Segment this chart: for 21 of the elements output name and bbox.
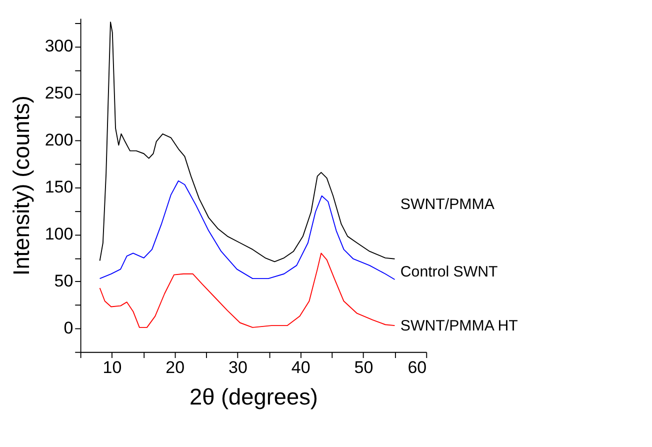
x-tick-label: 40 [291, 358, 310, 378]
line-series [99, 22, 396, 262]
y-tick-label: 200 [44, 130, 74, 150]
y-tick-label: 300 [44, 36, 74, 56]
series-label: Control SWNT [400, 264, 498, 281]
x-axis-title: 2θ (degrees) [189, 383, 318, 410]
line-series [99, 180, 396, 280]
line-series [99, 252, 396, 328]
x-tick-label: 10 [102, 358, 122, 378]
y-tick-label: 0 [64, 318, 74, 338]
x-tick-label: 30 [228, 358, 248, 378]
y-tick-label: 50 [54, 272, 74, 291]
y-tick-label: 100 [44, 224, 74, 244]
y-tick-label: 150 [44, 178, 74, 197]
y-tick-label: 250 [44, 84, 74, 103]
series-label: SWNT/PMMA HT [400, 317, 518, 334]
x-tick-label: 20 [166, 358, 185, 378]
x-tick-label: 60 [408, 358, 427, 378]
text: SWNT/PMMA [400, 196, 496, 213]
y-axis-title: Intensity) (counts) [8, 96, 34, 276]
x-tick-label: 50 [354, 358, 374, 378]
